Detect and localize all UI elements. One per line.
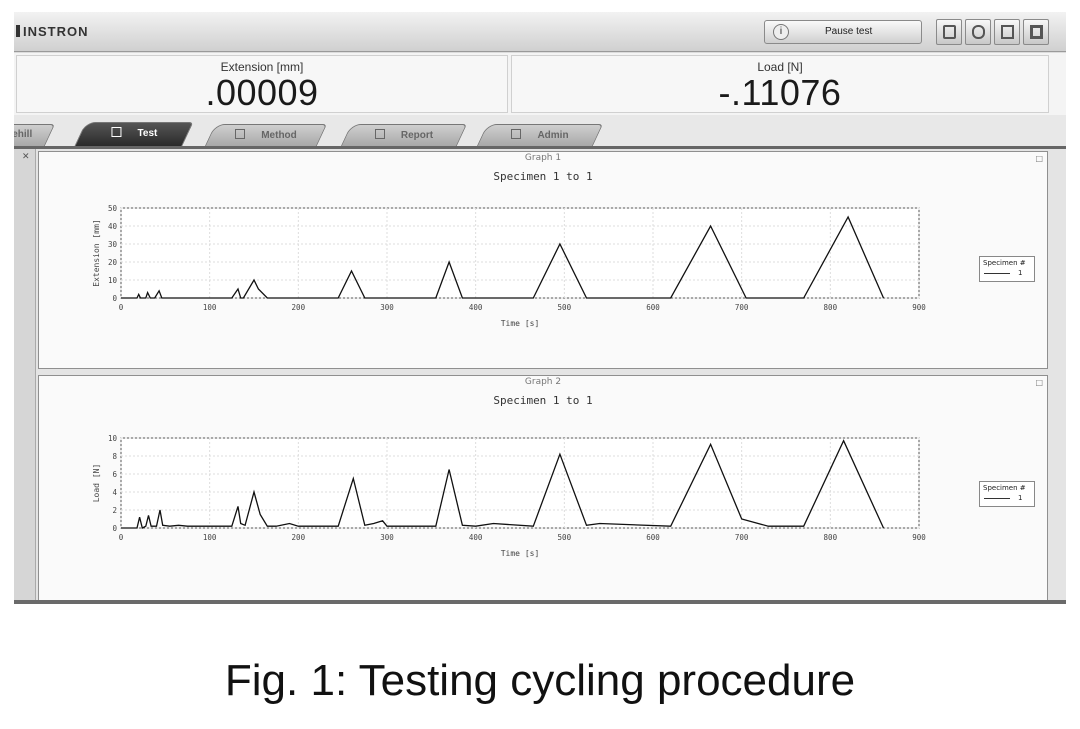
graph-1-chart: 0 100 200 300 400 500 600 700 800 900 0 10 20 30 40 50 T… (92, 204, 926, 328)
report-icon (374, 129, 385, 139)
extension-readout: Extension [mm] .00009 (16, 55, 508, 113)
x-tick-label: 300 (380, 303, 394, 312)
y-tick-label: 20 (108, 258, 118, 267)
load-readout: Load [N] -.11076 (511, 55, 1049, 113)
legend-swatch (984, 273, 1010, 274)
binder-icon[interactable] (965, 19, 991, 45)
y-tick-label: 4 (112, 488, 117, 497)
extension-value: .00009 (205, 72, 319, 113)
graph-2-panel: Graph 2 □ Specimen 1 to 1 0 100 200 300 400 5… (38, 375, 1048, 600)
y-tick-label: 0 (112, 294, 117, 303)
y-axis-label: Extension [mm] (92, 219, 101, 286)
info-icon: i (773, 24, 789, 40)
x-tick-label: 900 (912, 533, 926, 542)
title-bar: INSTRON i Pause test (14, 12, 1066, 52)
test-icon (111, 127, 122, 137)
x-tick-label: 700 (735, 533, 749, 542)
legend-entry: 1 (1018, 269, 1023, 277)
graph-1-subtitle: Specimen 1 to 1 (493, 170, 593, 183)
collapse-icon[interactable]: ✕ (22, 152, 30, 162)
graph-1-legend: Specimen # 1 (979, 256, 1035, 282)
x-tick-label: 800 (824, 303, 838, 312)
maximize-icon[interactable]: □ (1035, 378, 1043, 387)
series-line-1 (121, 215, 885, 299)
x-tick-label: 100 (203, 533, 217, 542)
panel-icon[interactable] (936, 19, 962, 45)
y-axis-label: Load [N] (92, 464, 101, 503)
x-tick-label: 0 (119, 303, 124, 312)
x-tick-label: 200 (292, 303, 306, 312)
tab-report[interactable]: Report (340, 124, 468, 146)
y-tick-label: 0 (112, 524, 117, 533)
extension-label: Extension [mm] (220, 60, 304, 74)
y-tick-label: 2 (112, 506, 117, 515)
logo-mark-icon (16, 25, 20, 37)
instron-window: INSTRON i Pause test Extension [mm] .000… (14, 12, 1066, 604)
plot-area (120, 207, 920, 299)
test-workspace: ✕ Graph 1 □ Specimen 1 to 1 0 100 200 300 40… (14, 149, 1066, 600)
tab-report-label: Report (400, 130, 434, 141)
x-tick-label: 100 (203, 303, 217, 312)
tab-method[interactable]: Method (204, 124, 328, 146)
plot-area (120, 437, 920, 529)
tab-test-label: Test (137, 128, 158, 139)
y-tick-label: 10 (108, 276, 118, 285)
y-tick-label: 30 (108, 240, 118, 249)
x-tick-label: 500 (558, 533, 572, 542)
y-tick-label: 8 (112, 452, 117, 461)
x-axis-label: Time [s] (501, 319, 540, 328)
x-tick-label: 600 (646, 533, 660, 542)
x-tick-label: 400 (469, 533, 483, 542)
calculator-icon[interactable] (994, 19, 1020, 45)
legend-swatch (984, 498, 1010, 499)
readout-bar: Extension [mm] .00009 Load [N] -.11076 (14, 53, 1066, 115)
x-tick-label: 700 (735, 303, 749, 312)
x-tick-label: 400 (469, 303, 483, 312)
brand-text: INSTRON (23, 24, 89, 39)
x-tick-label: 200 (292, 533, 306, 542)
tab-test[interactable]: Test (74, 122, 194, 146)
graph-1-panel: Graph 1 □ Specimen 1 to 1 0 100 200 300 400 5… (38, 151, 1048, 369)
y-tick-label: 40 (108, 222, 118, 231)
admin-pencil-icon (511, 129, 522, 139)
x-tick-label: 500 (558, 303, 572, 312)
graph-2-legend: Specimen # 1 (979, 481, 1035, 507)
tab-admin-label: Admin (537, 130, 569, 141)
x-tick-label: 900 (912, 303, 926, 312)
legend-title: Specimen # (983, 484, 1026, 492)
device-icon[interactable] (1023, 19, 1049, 45)
tab-strip: ehill Test Method Report Admin (14, 115, 1066, 149)
left-rail: ✕ (14, 149, 36, 600)
graph-1-title: Graph 1 (524, 153, 562, 163)
pause-test-label: Pause test (825, 26, 873, 37)
legend-title: Specimen # (983, 259, 1026, 267)
x-tick-label: 600 (646, 303, 660, 312)
legend-entry: 1 (1018, 494, 1023, 502)
load-label: Load [N] (757, 60, 803, 74)
y-tick-label: 10 (108, 434, 118, 443)
x-tick-label: 800 (824, 533, 838, 542)
instron-logo: INSTRON (16, 24, 89, 39)
maximize-icon[interactable]: □ (1035, 154, 1043, 163)
graph-2-subtitle: Specimen 1 to 1 (493, 394, 593, 407)
tab-ehill[interactable]: ehill (14, 124, 56, 146)
tab-ehill-label: ehill (14, 129, 33, 140)
x-tick-label: 300 (380, 533, 394, 542)
series-line-1 (121, 439, 885, 529)
x-tick-label: 0 (119, 533, 124, 542)
x-axis-label: Time [s] (501, 549, 540, 558)
graph-2-chart: 0 100 200 300 400 500 600 700 800 900 0 2 4 6 8 10 Time … (92, 434, 926, 558)
y-tick-label: 50 (108, 204, 118, 213)
graph-2-title: Graph 2 (524, 377, 562, 387)
pause-test-button[interactable]: i Pause test (764, 20, 922, 44)
y-tick-label: 6 (112, 470, 117, 479)
method-icon (235, 129, 246, 139)
tab-method-label: Method (261, 130, 297, 141)
load-value: -.11076 (718, 72, 842, 113)
tab-admin[interactable]: Admin (476, 124, 604, 146)
figure-caption: Fig. 1: Testing cycling procedure (224, 656, 856, 705)
